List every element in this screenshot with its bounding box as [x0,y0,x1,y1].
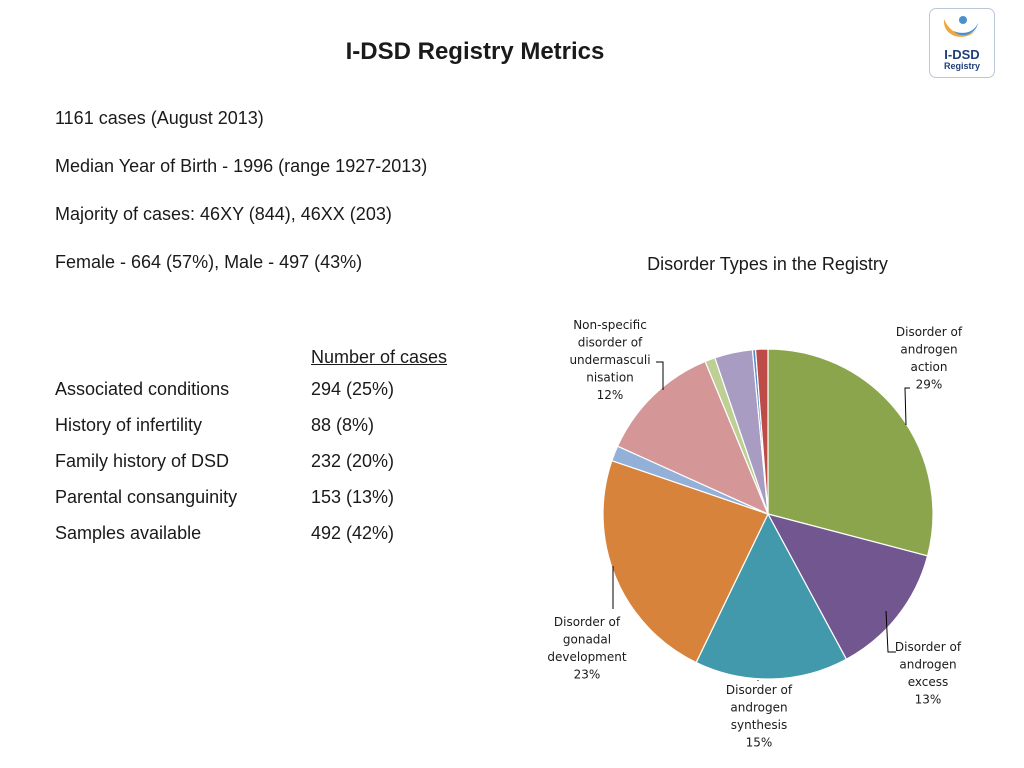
logo-subtext: Registry [943,61,980,71]
table-row-label: Associated conditions [55,379,230,399]
pie-data-label: Non-specific disorder of undermasculi nisat… [569,318,650,402]
table-row-label: Samples available [55,523,202,543]
page-title: I-DSD Registry Metrics [345,38,605,65]
fact-sex-split: Female - 664 (57%), Male - 497 (43%) [55,252,363,272]
fact-karyotype-majority: Majority of cases: 46XY (844), 46XX (203… [55,204,392,224]
pie-slice-2 [695,512,848,680]
pie-slice-0 [767,348,934,557]
pie-data-label: Disorder of androgen excess 13% [895,640,962,707]
table-row-value: 88 (8%) [311,415,375,435]
pie-data-label: Disorder of gonadal development 23% [547,615,626,682]
pie-slice-5 [616,360,770,516]
fact-case-count: 1161 cases (August 2013) [55,108,264,128]
pie-data-label: Disorder of androgen action 29% [896,325,963,392]
pie-slice-3 [602,459,769,664]
table-header-number-of-cases: Number of cases [311,347,448,367]
table-row-value: 294 (25%) [311,379,395,399]
table-row-value: 153 (13%) [311,487,395,507]
table-row-label: Family history of DSD [55,451,230,471]
table-row-value: 232 (20%) [311,451,395,471]
table-row-label: Parental consanguinity [55,487,238,507]
logo-text: I-DSD [944,47,980,62]
leader-line-4 [656,361,664,390]
i-dsd-logo: I-DSD Registry [929,8,995,78]
fact-median-birth-year: Median Year of Birth - 1996 (range 1927-… [55,156,428,176]
leader-line-1 [885,610,896,653]
table-row-value: 492 (42%) [311,523,395,543]
pie-slice-1 [766,513,929,661]
table-row-label: History of infertility [55,415,203,435]
chart-title: Disorder Types in the Registry [647,254,888,274]
pie-slice-9 [754,348,769,515]
logo-swirl-icon [943,16,978,37]
pie-data-label: Disorder of androgen synthesis 15% [726,683,793,750]
leader-line-0 [904,387,910,426]
